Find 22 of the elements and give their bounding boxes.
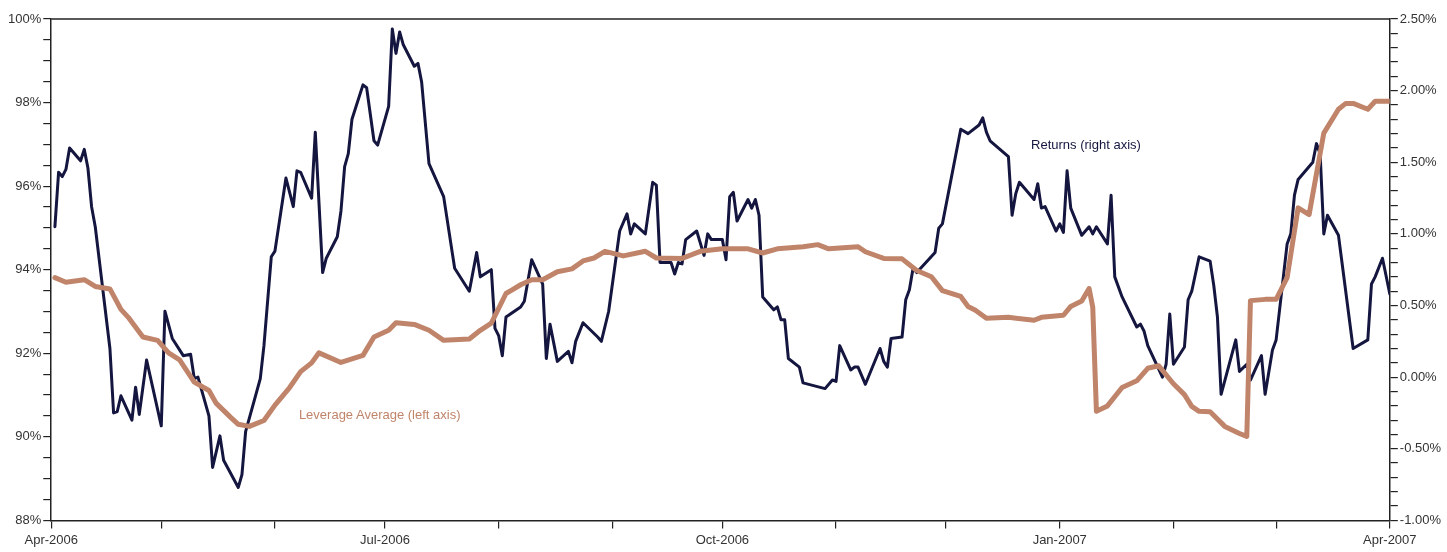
x-tick-label: Jul-2006	[360, 531, 410, 547]
y-tick-label: 94%	[15, 261, 42, 277]
y-tick-label: 88%	[15, 511, 42, 527]
y2-tick-label: 0.00%	[1399, 368, 1438, 384]
x-tick-label: Oct-2006	[695, 531, 750, 547]
x-tick-label: Apr-2007	[1363, 531, 1417, 547]
y-tick-label: 98%	[15, 94, 42, 110]
y-tick-label: 92%	[15, 344, 42, 360]
y2-tick-label: -1.00%	[1399, 511, 1442, 527]
y-tick-label: 96%	[15, 177, 42, 193]
y2-tick-label: -0.50%	[1399, 440, 1442, 456]
y2-tick-label: 1.50%	[1399, 153, 1438, 169]
series-label: Leverage Average (left axis)	[298, 406, 461, 422]
x-tick-label: Apr-2006	[24, 531, 78, 547]
x-tick-label: Jan-2007	[1032, 531, 1087, 547]
y2-tick-label: 2.00%	[1399, 82, 1438, 98]
y-tick-label: 90%	[15, 428, 42, 444]
y2-tick-label: 1.00%	[1399, 225, 1438, 241]
series-label: Returns (right axis)	[1031, 136, 1141, 152]
y2-tick-label: 2.50%	[1399, 10, 1438, 26]
y-tick-label: 100%	[8, 10, 42, 26]
y2-tick-label: 0.50%	[1399, 297, 1438, 313]
